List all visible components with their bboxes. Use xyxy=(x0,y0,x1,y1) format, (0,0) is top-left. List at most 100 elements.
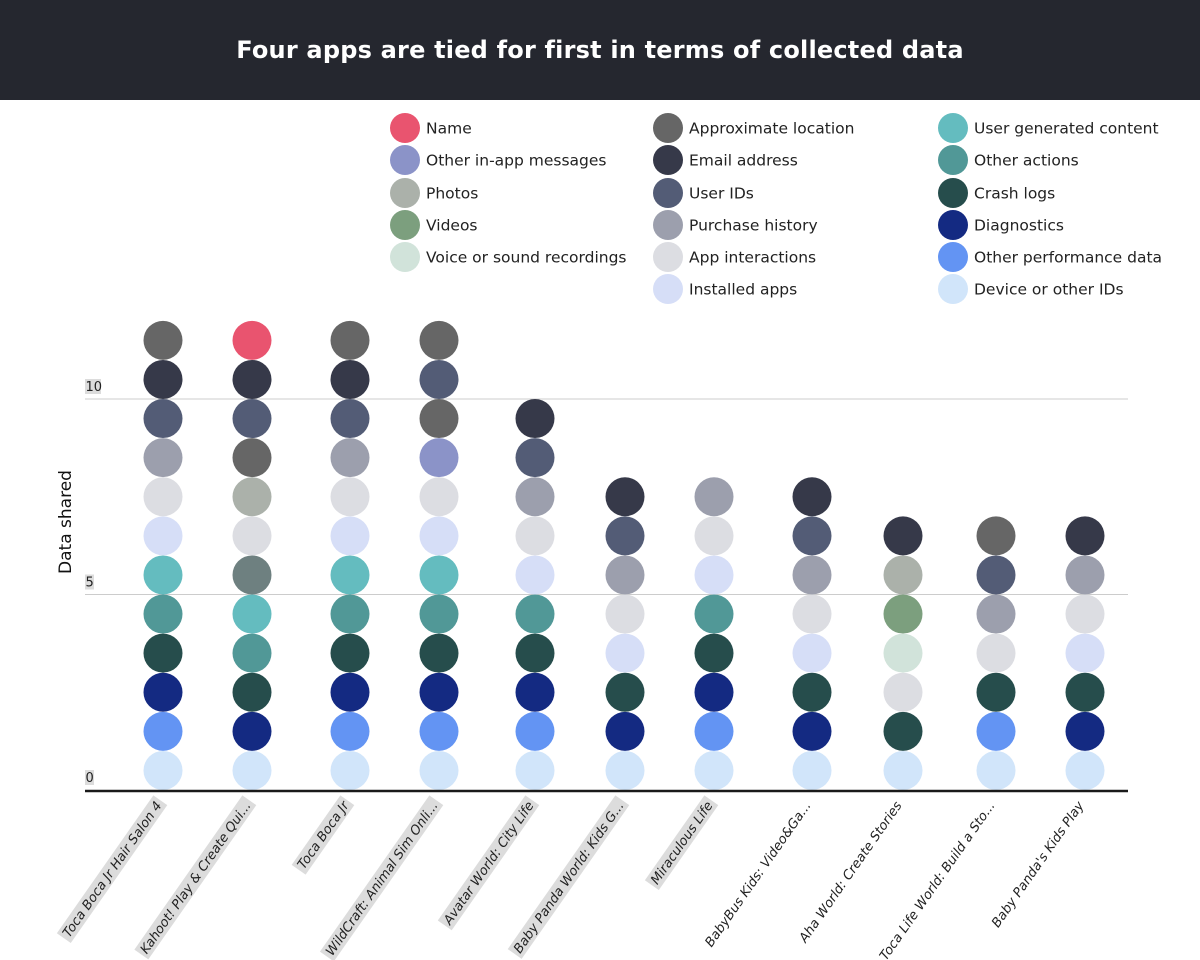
data-dot xyxy=(1065,711,1105,751)
data-dot xyxy=(1065,750,1105,790)
data-dot xyxy=(232,633,272,673)
data-dot xyxy=(232,594,272,634)
data-dot xyxy=(419,399,459,439)
data-dot xyxy=(605,711,645,751)
data-dot xyxy=(232,750,272,790)
data-dot xyxy=(143,399,183,439)
data-dot xyxy=(143,555,183,595)
data-dot xyxy=(232,438,272,478)
legend-label: Email address xyxy=(689,152,798,170)
data-dot xyxy=(232,711,272,751)
data-dot xyxy=(1065,633,1105,673)
data-dot xyxy=(419,555,459,595)
legend-label: Crash logs xyxy=(974,185,1055,203)
data-dot xyxy=(419,594,459,634)
x-tick-label: Aha World: Create Stories xyxy=(796,799,906,947)
data-dot xyxy=(143,438,183,478)
data-dot xyxy=(1065,555,1105,595)
tick-label-bg xyxy=(85,770,94,785)
data-dot xyxy=(330,594,370,634)
data-dot xyxy=(143,594,183,634)
data-dot xyxy=(694,672,734,712)
data-dot xyxy=(792,477,832,517)
legend-swatch xyxy=(390,210,420,240)
data-dot xyxy=(330,711,370,751)
x-tick-label-highlight xyxy=(319,795,444,960)
x-tick-label-highlight xyxy=(56,795,168,943)
data-dot xyxy=(792,633,832,673)
legend-swatch xyxy=(938,274,968,304)
data-dot xyxy=(694,516,734,556)
data-dot xyxy=(976,516,1016,556)
data-dot xyxy=(419,477,459,517)
data-dot xyxy=(694,594,734,634)
data-dot xyxy=(330,320,370,360)
data-dot xyxy=(232,477,272,517)
data-dot xyxy=(515,711,555,751)
legend-label: Videos xyxy=(426,217,478,235)
tick-label-bg xyxy=(85,379,101,394)
legend-swatch xyxy=(938,178,968,208)
x-tick-label-group: Baby Panda's Kids Play xyxy=(989,799,1088,931)
data-dot xyxy=(330,438,370,478)
legend-swatch xyxy=(653,113,683,143)
x-tick-label-highlight xyxy=(291,795,355,875)
legend-label: Approximate location xyxy=(689,120,854,138)
tick-label-bg xyxy=(85,574,94,590)
chart-header: Four apps are tied for first in terms of… xyxy=(0,0,1200,100)
data-dot xyxy=(419,750,459,790)
data-dot xyxy=(515,477,555,517)
x-tick-label-group: Aha World: Create Stories xyxy=(796,799,906,947)
data-dot xyxy=(792,594,832,634)
x-tick-label-highlight xyxy=(134,795,257,960)
legend-label: Other performance data xyxy=(974,249,1162,267)
x-tick-label: Toca Boca Jr Hair Salon 4 xyxy=(60,799,165,940)
x-tick-label-highlight xyxy=(644,795,719,891)
legend-swatch xyxy=(390,178,420,208)
data-dot xyxy=(330,750,370,790)
data-dot xyxy=(976,555,1016,595)
x-tick-label-group: Toca Life World: Build a Sto... xyxy=(877,799,998,960)
legend-label: Diagnostics xyxy=(974,217,1064,235)
x-tick-label: Kahoot! Play & Create Qui... xyxy=(138,799,255,957)
data-dot xyxy=(694,477,734,517)
legend-swatch xyxy=(938,210,968,240)
data-dot xyxy=(605,594,645,634)
x-tick-label-group: Toca Boca Jr Hair Salon 4 xyxy=(56,795,168,943)
data-dot xyxy=(143,477,183,517)
data-dot xyxy=(143,516,183,556)
legend-label: Photos xyxy=(426,185,478,203)
data-dot xyxy=(419,633,459,673)
data-dot xyxy=(232,555,272,595)
data-dot xyxy=(1065,516,1105,556)
legend-label: Name xyxy=(426,120,472,138)
data-dot xyxy=(883,516,923,556)
data-dot xyxy=(419,516,459,556)
x-tick-label-highlight xyxy=(507,795,630,959)
x-tick-label: Toca Life World: Build a Sto... xyxy=(877,799,998,960)
data-dot xyxy=(883,633,923,673)
data-dot xyxy=(792,750,832,790)
x-tick-label: Baby Panda World: Kids G... xyxy=(511,799,627,956)
data-dot xyxy=(1065,594,1105,634)
data-dot xyxy=(143,711,183,751)
data-dot xyxy=(515,633,555,673)
x-tick-label-group: Miraculous Life xyxy=(644,795,719,891)
data-dot xyxy=(694,750,734,790)
data-dot xyxy=(419,672,459,712)
data-dot xyxy=(419,320,459,360)
data-dot xyxy=(883,750,923,790)
data-dot xyxy=(330,516,370,556)
legend-swatch xyxy=(390,113,420,143)
data-dot xyxy=(605,633,645,673)
data-dot xyxy=(330,555,370,595)
x-tick-label: Avatar World: City Life xyxy=(441,799,538,929)
data-dot xyxy=(232,672,272,712)
data-dot xyxy=(330,399,370,439)
legend-swatch xyxy=(653,210,683,240)
legend-label: Other actions xyxy=(974,152,1079,170)
legend-swatch xyxy=(653,145,683,175)
data-dot xyxy=(143,750,183,790)
data-dot xyxy=(515,555,555,595)
data-dot xyxy=(792,711,832,751)
